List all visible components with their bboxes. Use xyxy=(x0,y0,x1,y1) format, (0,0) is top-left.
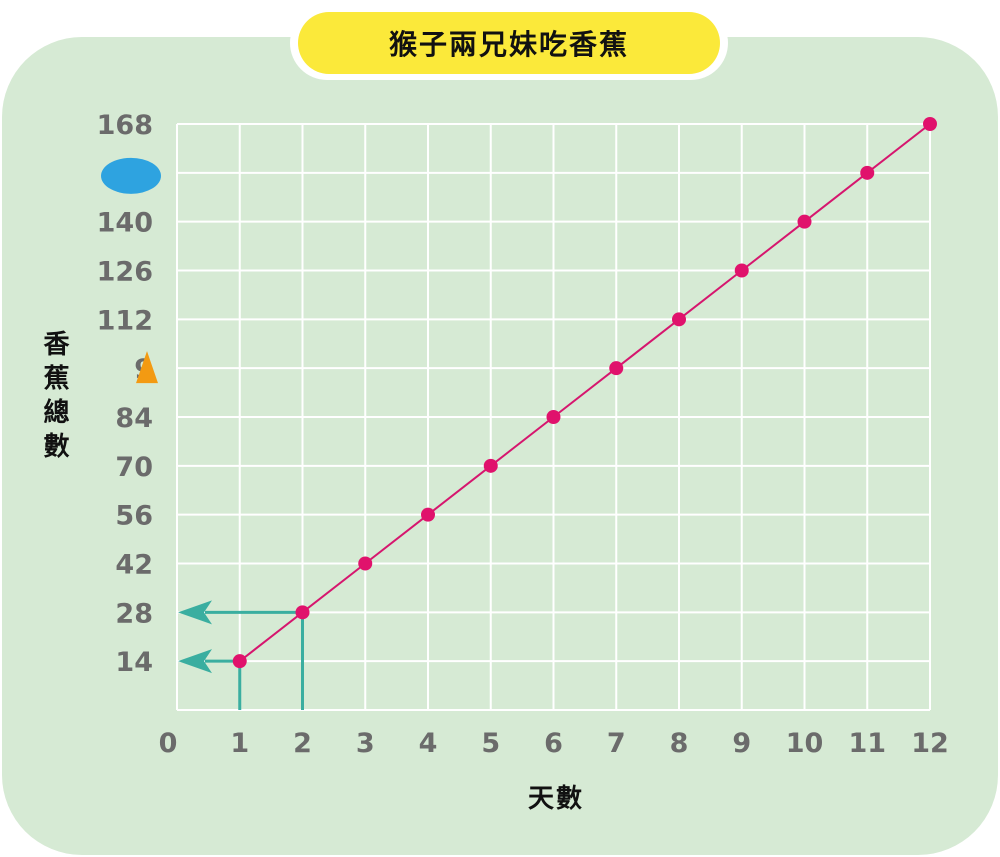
data-point xyxy=(797,214,812,229)
x-tick-label: 8 xyxy=(670,728,689,759)
y-tick-label: 126 xyxy=(97,257,153,288)
y-tick-label: 112 xyxy=(97,305,153,336)
y-tick-label: 84 xyxy=(115,403,153,434)
y-tick-label: 140 xyxy=(97,208,153,239)
data-point xyxy=(421,507,435,522)
data-point xyxy=(734,263,749,278)
x-tick-label: 3 xyxy=(356,728,375,759)
data-point xyxy=(923,117,937,131)
x-tick-label: 0 xyxy=(159,728,178,759)
y-tick-label: 168 xyxy=(97,110,153,141)
y-tick-label: 42 xyxy=(115,550,153,581)
y-tick-label: 14 xyxy=(115,647,153,678)
data-point xyxy=(358,556,373,571)
x-tick-label: 1 xyxy=(230,728,249,759)
data-point xyxy=(546,410,561,424)
y-tick-label: 28 xyxy=(115,598,153,629)
x-tick-label: 9 xyxy=(732,728,751,759)
x-tick-label: 2 xyxy=(293,728,312,759)
blue-oval-marker xyxy=(101,157,161,194)
guide-arrowhead xyxy=(178,600,212,625)
y-tick-label: 56 xyxy=(115,501,153,532)
data-point xyxy=(295,605,310,620)
x-tick-label: 10 xyxy=(786,728,824,759)
x-tick-label: 11 xyxy=(848,728,886,759)
x-axis-label: 天數 xyxy=(528,784,585,814)
x-tick-label: 7 xyxy=(607,728,626,759)
series-line xyxy=(239,123,931,662)
y-tick-label: 70 xyxy=(115,452,153,483)
data-point xyxy=(672,312,686,327)
chart-title: 猴子兩兄妹吃香蕉 xyxy=(298,12,720,74)
guide-arrowhead xyxy=(178,649,212,674)
y-axis-label: 香蕉總數 xyxy=(39,330,69,466)
data-point xyxy=(609,361,624,376)
data-point xyxy=(483,458,498,473)
data-point xyxy=(860,165,875,180)
x-tick-label: 6 xyxy=(544,728,563,759)
x-tick-label: 4 xyxy=(419,728,438,759)
data-point xyxy=(232,654,247,669)
orange-triangle-marker xyxy=(136,351,158,384)
x-tick-label: 5 xyxy=(481,728,500,759)
x-tick-label: 12 xyxy=(911,728,949,759)
